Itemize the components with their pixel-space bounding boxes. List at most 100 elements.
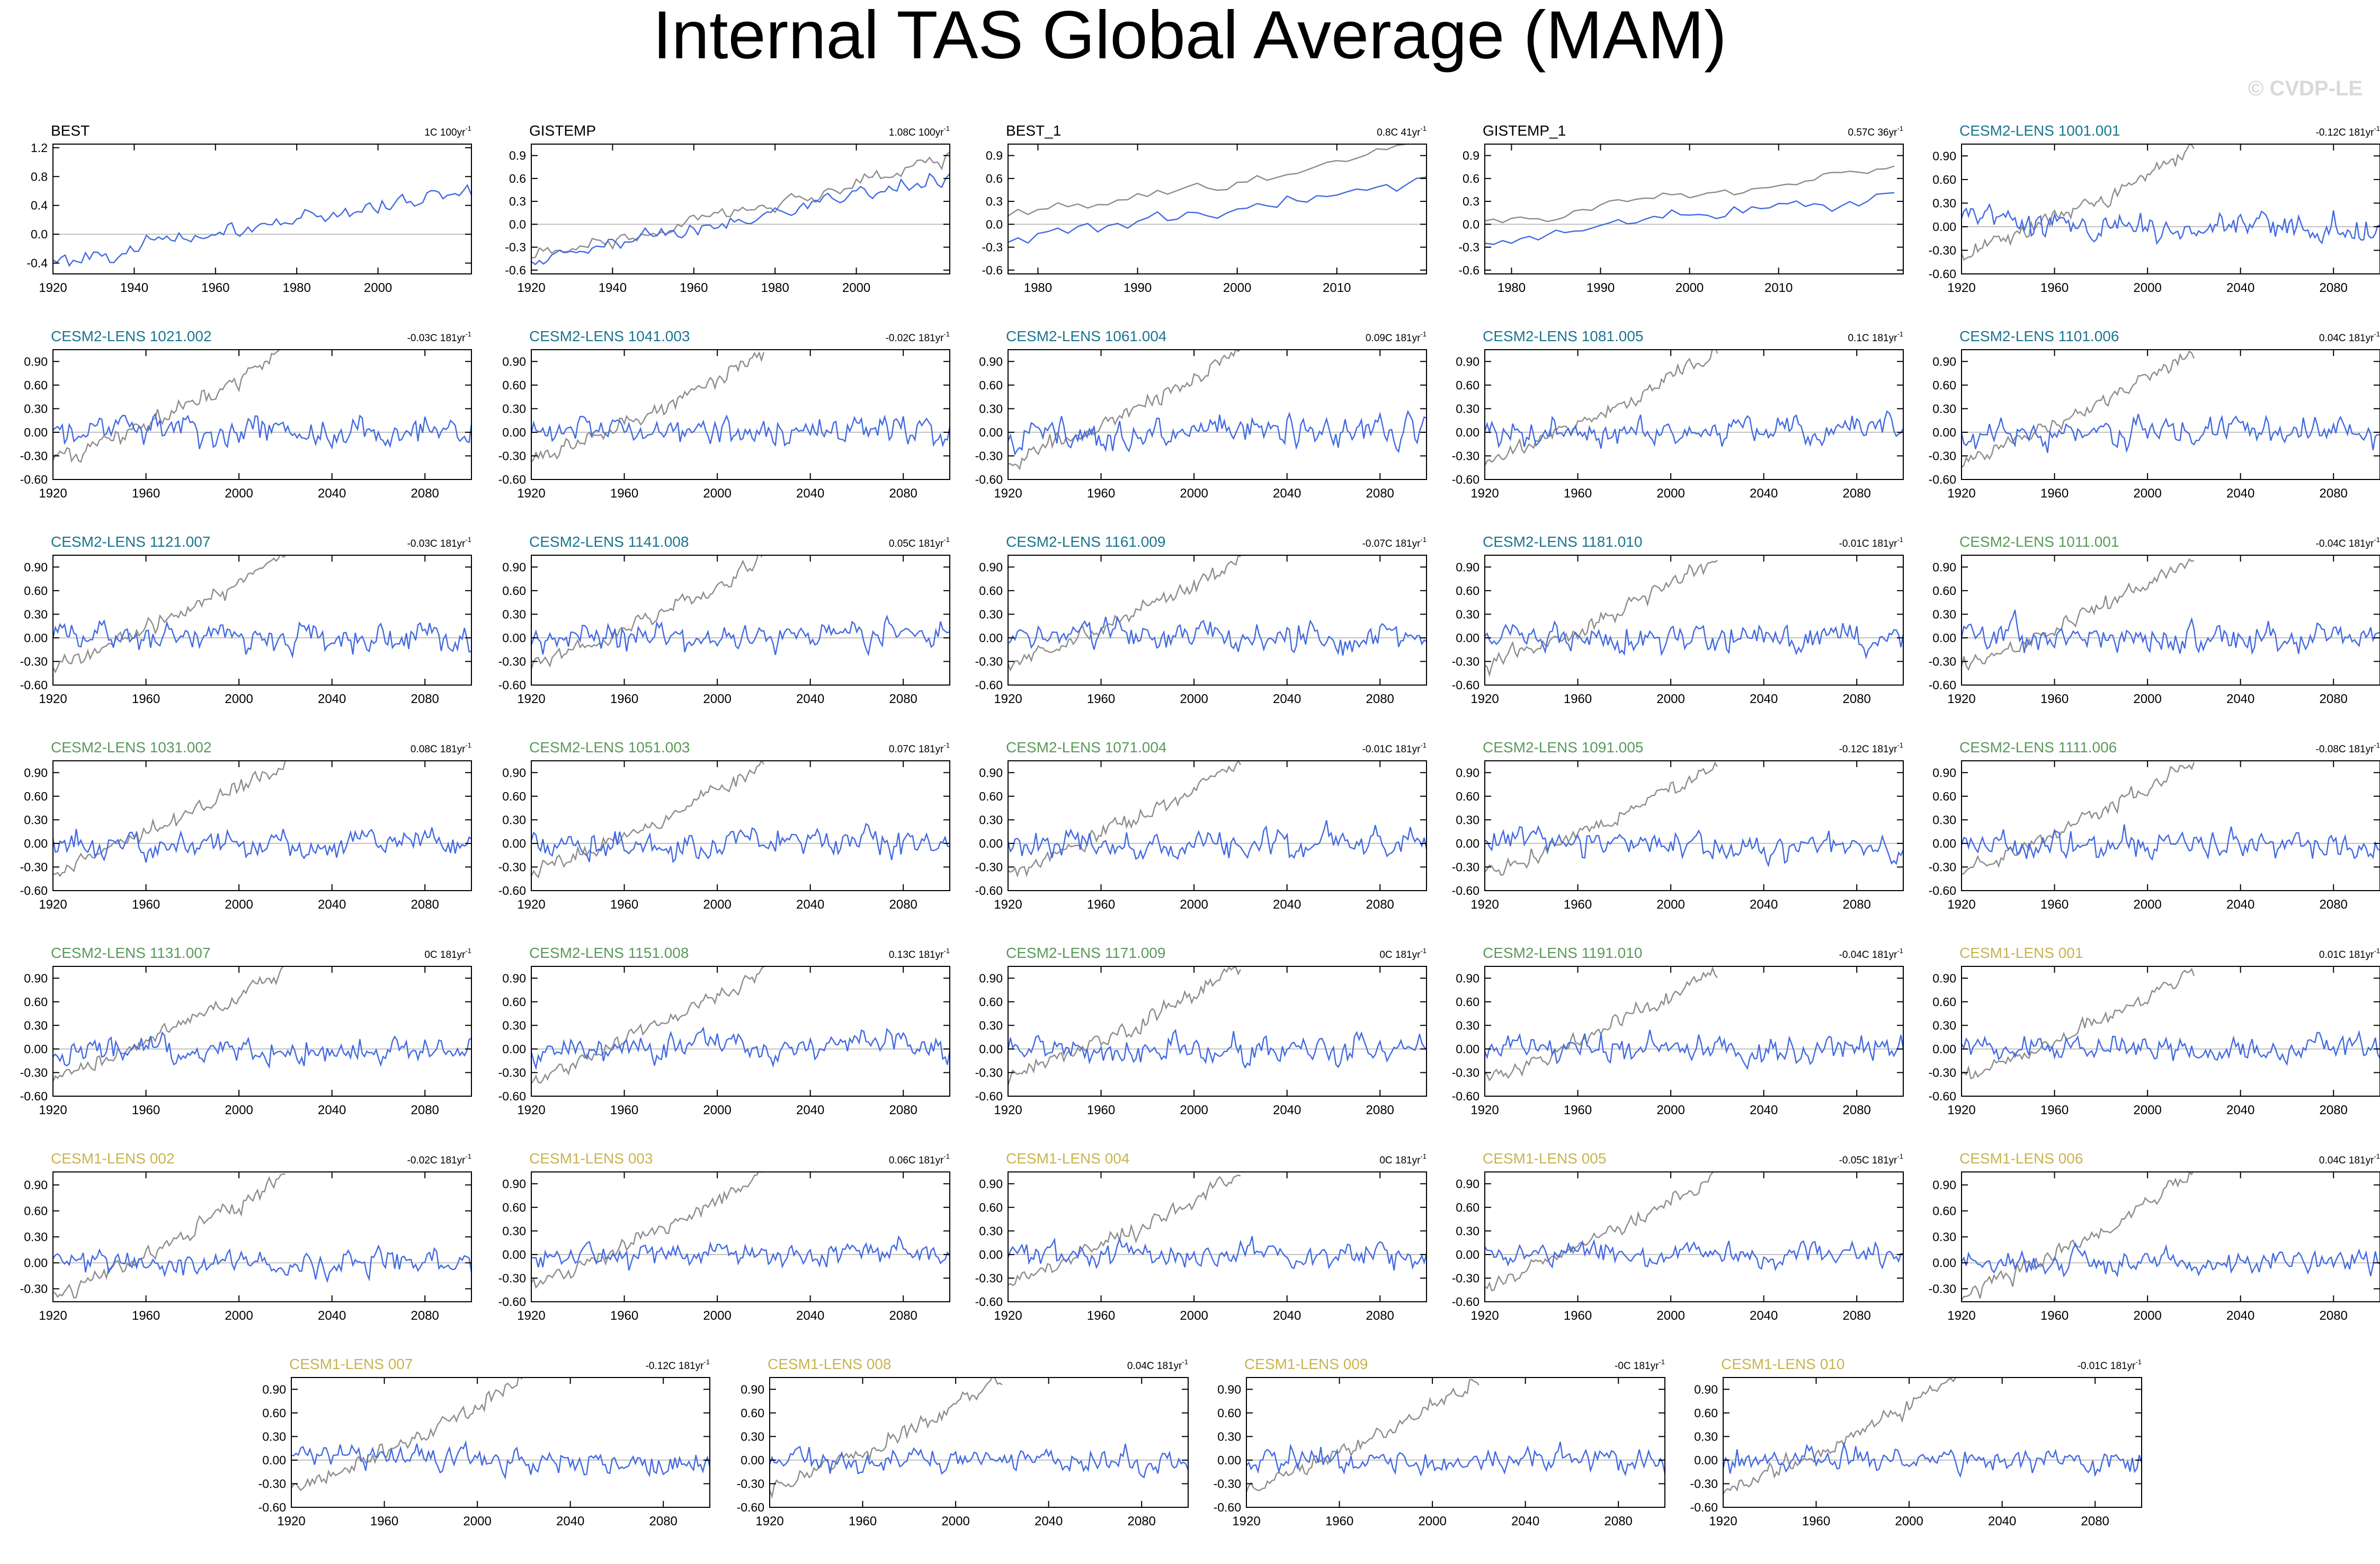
x-tick-label: 2080: [1843, 1103, 1871, 1117]
x-tick-label: 1960: [1087, 897, 1115, 912]
y-tick-label: -0.30: [1929, 243, 1956, 257]
model-series-line: [531, 614, 950, 656]
y-tick-label: 0.30: [979, 1224, 1003, 1238]
x-tick-label: 1920: [1709, 1514, 1737, 1529]
trend-label: 0C 181yr-1: [1379, 1152, 1427, 1166]
x-tick-label: 1940: [599, 281, 627, 295]
obs-series-line: [1485, 165, 1895, 224]
y-tick-label: -0.30: [20, 860, 48, 874]
trend-label: 0.04C 181yr-1: [2319, 330, 2380, 344]
x-tick-label: 2080: [1366, 897, 1394, 912]
x-tick-label: 1960: [2040, 692, 2069, 706]
y-tick-label: -0.60: [975, 678, 1003, 692]
y-tick-label: -0.4: [26, 256, 48, 270]
plot-frame: [531, 760, 950, 891]
x-tick-label: 2000: [1656, 1309, 1684, 1323]
x-tick-label: 2040: [556, 1514, 584, 1529]
y-tick-label: 0.00: [502, 1042, 526, 1056]
panel-title: CESM1-LENS 001: [1959, 945, 2083, 961]
y-tick-label: -0.30: [20, 654, 48, 668]
panel-title: GISTEMP_1: [1483, 122, 1566, 139]
model-series-line: [53, 184, 471, 267]
x-tick-label: 2040: [1750, 1309, 1778, 1323]
x-tick-label: 2080: [1843, 1309, 1871, 1323]
y-tick-label: 0.60: [24, 378, 48, 392]
model-series-line: [1962, 1029, 2380, 1066]
chart-panel: CESM1-LENS 003 0.06C 181yr-1 1920 1960 2000 2…: [498, 1150, 950, 1323]
y-tick-label: 0.30: [1456, 1224, 1479, 1238]
trend-superscript: -1: [465, 330, 471, 338]
trend-label: 0.1C 181yr-1: [1848, 330, 1903, 344]
y-tick-label: 0.30: [502, 607, 526, 621]
x-tick-label: 1920: [1470, 1103, 1499, 1117]
y-tick-label: 0.60: [24, 995, 48, 1009]
plot-frame: [1008, 555, 1427, 686]
obs-series-line: [53, 350, 283, 463]
obs-series-line: [1485, 761, 1718, 876]
y-tick-label: 0.90: [741, 1382, 764, 1396]
x-tick-label: 1920: [517, 486, 545, 501]
y-tick-label: 0.60: [1456, 1201, 1479, 1214]
y-tick-label: 0.30: [24, 1230, 48, 1244]
x-tick-label: 2040: [1273, 897, 1301, 912]
model-series-line: [1485, 1239, 1903, 1272]
x-tick-label: 2040: [1035, 1514, 1063, 1529]
chart-panel: CESM2-LENS 1181.010 -0.01C 181yr-1 1920 196…: [1452, 534, 1904, 706]
y-tick-label: 0.60: [979, 584, 1003, 598]
y-tick-label: 0.90: [502, 766, 526, 779]
y-tick-label: 0.60: [1932, 789, 1956, 803]
obs-series-line: [531, 761, 764, 879]
x-tick-label: 1960: [201, 281, 229, 295]
y-tick-label: 0.30: [979, 813, 1003, 827]
x-tick-label: 1920: [994, 1309, 1022, 1323]
y-tick-label: -0.3: [505, 241, 526, 254]
x-tick-label: 1920: [1947, 1103, 1975, 1117]
model-series-line: [1962, 202, 2380, 245]
y-tick-label: 0.00: [1694, 1453, 1718, 1467]
y-tick-label: 0.30: [1932, 1230, 1956, 1244]
x-tick-label: 2080: [411, 486, 439, 501]
y-tick-label: 0.00: [741, 1453, 764, 1467]
y-tick-label: -0.60: [975, 1089, 1003, 1103]
obs-series-line: [1008, 555, 1241, 672]
x-tick-label: 2000: [703, 1103, 731, 1117]
y-tick-label: 0.60: [1456, 789, 1479, 803]
y-tick-label: 0.90: [979, 766, 1003, 779]
y-tick-label: -0.60: [20, 884, 48, 897]
x-tick-label: 2040: [318, 1103, 346, 1117]
y-tick-label: -0.30: [1929, 1282, 1956, 1296]
x-tick-label: 1920: [39, 486, 67, 501]
model-series-line: [53, 413, 471, 450]
x-tick-label: 2040: [318, 486, 346, 501]
trend-superscript: -1: [2374, 741, 2380, 749]
chart-panel: CESM2-LENS 1191.010 -0.04C 181yr-1 1920 196…: [1452, 945, 1904, 1117]
plot-frame: [531, 349, 950, 480]
y-tick-label: 0.4: [31, 199, 48, 212]
x-tick-label: 2040: [1273, 1103, 1301, 1117]
x-tick-label: 2040: [2226, 1309, 2254, 1323]
y-tick-label: 0.3: [509, 194, 526, 208]
x-tick-label: 1920: [1470, 486, 1499, 501]
x-tick-label: 2080: [411, 1103, 439, 1117]
page-title: Internal TAS Global Average (MAM): [653, 0, 1727, 73]
x-tick-label: 1960: [132, 1103, 160, 1117]
plot-frame: [769, 1377, 1189, 1508]
trend-superscript: -1: [1897, 125, 1903, 132]
x-tick-label: 2000: [703, 486, 731, 501]
x-tick-label: 2080: [2320, 692, 2348, 706]
x-tick-label: 1920: [994, 486, 1022, 501]
y-tick-label: 0.0: [986, 217, 1003, 231]
obs-series-line: [1962, 967, 2195, 1080]
y-tick-label: 1.2: [31, 141, 48, 155]
x-tick-label: 2040: [1750, 1103, 1778, 1117]
x-tick-label: 2010: [1764, 281, 1793, 295]
trend-superscript: -1: [465, 1152, 471, 1160]
x-tick-label: 2000: [1418, 1514, 1446, 1529]
chart-panel: CESM2-LENS 1081.005 0.1C 181yr-1 1920 1960 2…: [1452, 328, 1904, 501]
plot-frame: [1008, 349, 1427, 480]
y-tick-label: 0.30: [979, 607, 1003, 621]
y-tick-label: 0.00: [1456, 425, 1479, 439]
x-tick-label: 1920: [39, 897, 67, 912]
panel-title: CESM2-LENS 1021.002: [51, 328, 212, 344]
